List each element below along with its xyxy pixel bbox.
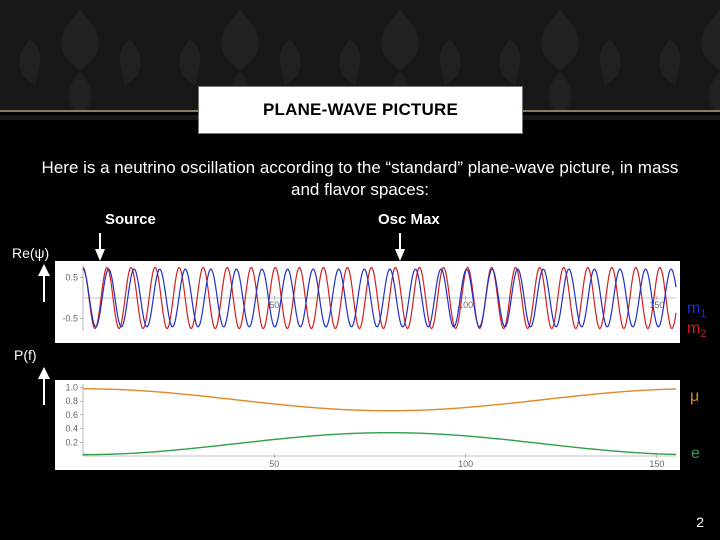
legend-m2: m2 bbox=[687, 320, 706, 340]
svg-text:-0.5: -0.5 bbox=[62, 314, 78, 324]
label-osc-max: Osc Max bbox=[378, 211, 440, 228]
label-source: Source bbox=[105, 211, 156, 228]
legend-e: e bbox=[691, 445, 700, 463]
slide-title: PLANE-WAVE PICTURE bbox=[263, 100, 458, 120]
svg-text:0.5: 0.5 bbox=[65, 272, 78, 282]
svg-text:100: 100 bbox=[458, 459, 473, 469]
arrow-re-psi bbox=[38, 264, 50, 302]
legend-m1: m1 bbox=[687, 300, 706, 320]
svg-text:0.8: 0.8 bbox=[65, 396, 78, 406]
body-text: Here is a neutrino oscillation according… bbox=[30, 157, 690, 201]
axis-label-pf: P(f) bbox=[14, 347, 37, 363]
chart-flavor-space: 0.2 0.4 0.6 0.8 1.0 50 100 150 bbox=[55, 380, 680, 470]
svg-text:0.4: 0.4 bbox=[65, 424, 78, 434]
axis-label-re-psi: Re(ψ) bbox=[12, 245, 49, 261]
page-number: 2 bbox=[696, 514, 704, 530]
arrow-pf bbox=[38, 367, 50, 405]
svg-text:0.2: 0.2 bbox=[65, 437, 78, 447]
svg-text:1.0: 1.0 bbox=[65, 382, 78, 392]
svg-text:0.6: 0.6 bbox=[65, 410, 78, 420]
arrow-source bbox=[95, 249, 105, 261]
svg-text:150: 150 bbox=[649, 300, 664, 310]
legend-mu: μ bbox=[690, 388, 699, 406]
arrow-osc-max bbox=[395, 249, 405, 261]
svg-text:50: 50 bbox=[269, 459, 279, 469]
title-box: PLANE-WAVE PICTURE bbox=[198, 86, 523, 134]
chart-mass-space: -0.50.550100150 bbox=[55, 261, 680, 343]
svg-text:150: 150 bbox=[649, 459, 664, 469]
svg-text:50: 50 bbox=[269, 300, 279, 310]
